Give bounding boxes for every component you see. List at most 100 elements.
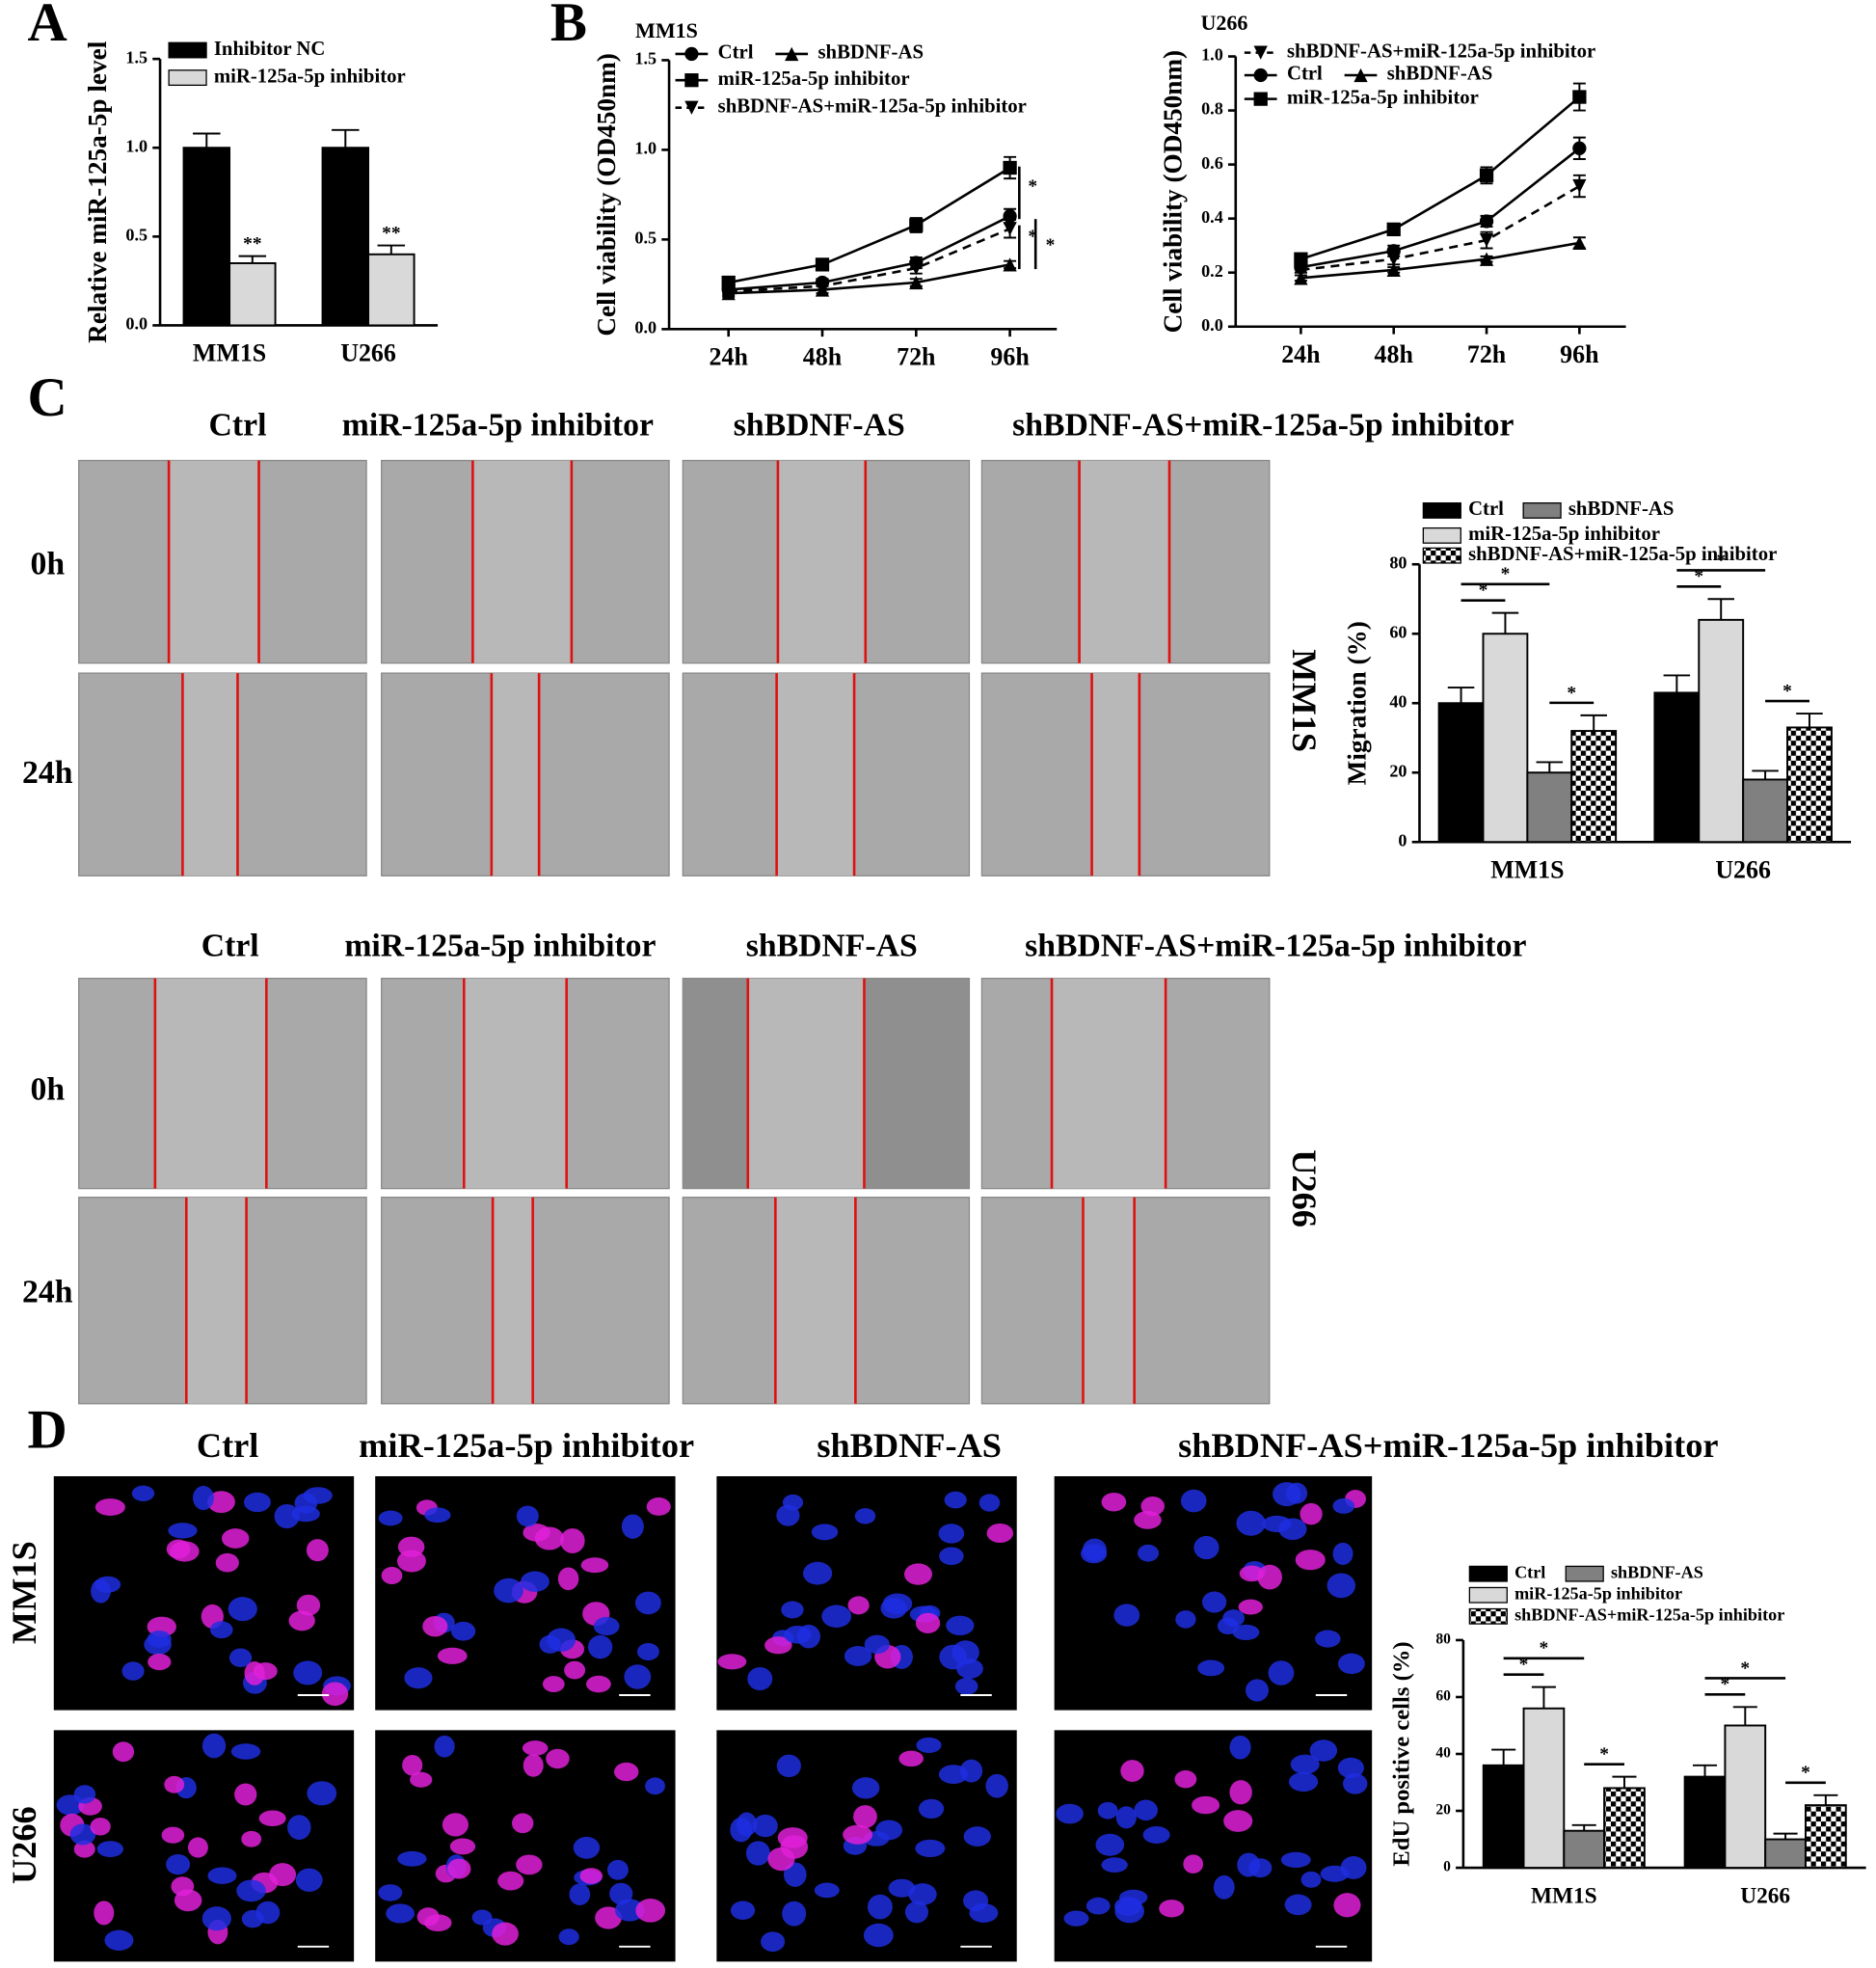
legend-label: shBDNF-AS+miR-125a-5p inhibitor: [1468, 544, 1777, 565]
x-tick-label: 96h: [1560, 340, 1599, 368]
y-tick-label: 0.0: [125, 314, 147, 334]
legend-marker: [1253, 45, 1268, 60]
y-axis-label: Cell viability (OD450nm): [1159, 50, 1188, 334]
bar: [1742, 778, 1789, 844]
bar: [367, 253, 415, 327]
nucleus: [522, 1740, 549, 1756]
nucleus: [1286, 1482, 1308, 1504]
nucleus: [1056, 1803, 1084, 1824]
nucleus: [1134, 1511, 1162, 1529]
nucleus: [378, 1884, 403, 1901]
nucleus: [864, 1634, 890, 1655]
wound-gap: [1079, 460, 1170, 663]
panel-letter: A: [28, 0, 67, 53]
significance: *: [1501, 564, 1511, 584]
nucleus: [1300, 1871, 1322, 1888]
nucleus: [645, 1777, 665, 1795]
nucleus: [91, 1578, 111, 1604]
nucleus: [236, 1879, 266, 1902]
wound-gap: [777, 460, 866, 663]
significance: *: [1694, 567, 1703, 587]
wound-gap: [747, 978, 865, 1189]
y-tick-label: 20: [1435, 1802, 1451, 1819]
panel-letter: D: [28, 1399, 67, 1460]
nucleus: [898, 1750, 924, 1767]
column-header: miR-125a-5p inhibitor: [344, 928, 656, 963]
legend-label: shBDNF-AS: [1568, 499, 1675, 520]
nucleus: [397, 1550, 426, 1573]
nucleus: [776, 1754, 802, 1778]
line: [728, 166, 1011, 284]
nucleus: [1320, 1865, 1350, 1882]
chart-title: U266: [1200, 11, 1247, 35]
bar: [1437, 702, 1485, 844]
marker: [815, 257, 830, 272]
nucleus: [166, 1853, 191, 1875]
line: [728, 263, 1010, 295]
nucleus: [1175, 1610, 1196, 1629]
column-header: shBDNF-AS+miR-125a-5p inhibitor: [1178, 1426, 1718, 1465]
bar: [1724, 1724, 1767, 1870]
line: [728, 228, 1011, 293]
nucleus: [494, 1577, 523, 1604]
wound-gap: [1052, 978, 1166, 1189]
nucleus: [94, 1498, 125, 1516]
wound-gap: [776, 673, 855, 876]
nucleus: [1197, 1659, 1225, 1677]
nucleus: [471, 1909, 493, 1926]
nucleus: [782, 1901, 807, 1927]
nucleus: [1262, 1515, 1292, 1533]
nucleus: [880, 1598, 907, 1619]
nucleus: [402, 1754, 423, 1776]
nucleus: [1113, 1604, 1140, 1627]
legend-label: miR-125a-5p inhibitor: [1514, 1583, 1682, 1603]
nucleus: [534, 1526, 564, 1550]
nucleus: [985, 1773, 1008, 1798]
legend-label: Ctrl: [718, 42, 754, 64]
wound-gap: [472, 460, 572, 663]
error-bar: [1796, 713, 1823, 728]
nucleus: [73, 1785, 96, 1804]
legend-marker: [684, 100, 699, 115]
wound-gap: [154, 978, 267, 1189]
error-bar: [332, 128, 360, 148]
nucleus: [863, 1923, 894, 1948]
error-bar: [1580, 714, 1607, 732]
nucleus: [1332, 1542, 1353, 1566]
error-bar: [1663, 674, 1691, 693]
nucleus: [781, 1601, 804, 1619]
nucleus: [187, 1837, 208, 1858]
nucleus: [593, 1616, 620, 1636]
cell-line-label: MM1S: [1285, 649, 1324, 752]
nucleus: [255, 1901, 281, 1925]
y-tick-label: 80: [1389, 553, 1407, 572]
significance: *: [1028, 176, 1037, 197]
wound-gap: [464, 978, 567, 1189]
nucleus: [764, 1636, 792, 1655]
legend-label: shBDNF-AS+miR-125a-5p inhibitor: [1287, 40, 1595, 62]
legend-label: Ctrl: [1514, 1562, 1545, 1581]
nucleus: [234, 1783, 257, 1806]
error-bar: [1447, 687, 1475, 704]
y-tick-label: 1.5: [125, 47, 147, 67]
nucleus: [221, 1528, 250, 1549]
bar: [1698, 618, 1745, 844]
nucleus: [96, 1841, 123, 1858]
y-tick-label: 0.5: [125, 226, 147, 245]
nucleus: [745, 1841, 770, 1866]
x-tick-label: 24h: [1281, 340, 1321, 368]
nucleus: [450, 1621, 476, 1641]
nucleus: [1138, 1544, 1160, 1562]
wound-gap: [1083, 1197, 1135, 1404]
significance: *: [1567, 683, 1576, 703]
nucleus: [1142, 1825, 1170, 1844]
marker: [1386, 222, 1401, 237]
error-bar: [1773, 1832, 1798, 1840]
nucleus: [291, 1505, 320, 1523]
nucleus: [274, 1503, 300, 1529]
nucleus: [1257, 1564, 1282, 1590]
line: [1300, 95, 1581, 260]
nucleus: [1327, 1573, 1355, 1599]
y-tick-label: 0: [1398, 830, 1407, 849]
nucleus: [811, 1523, 839, 1541]
